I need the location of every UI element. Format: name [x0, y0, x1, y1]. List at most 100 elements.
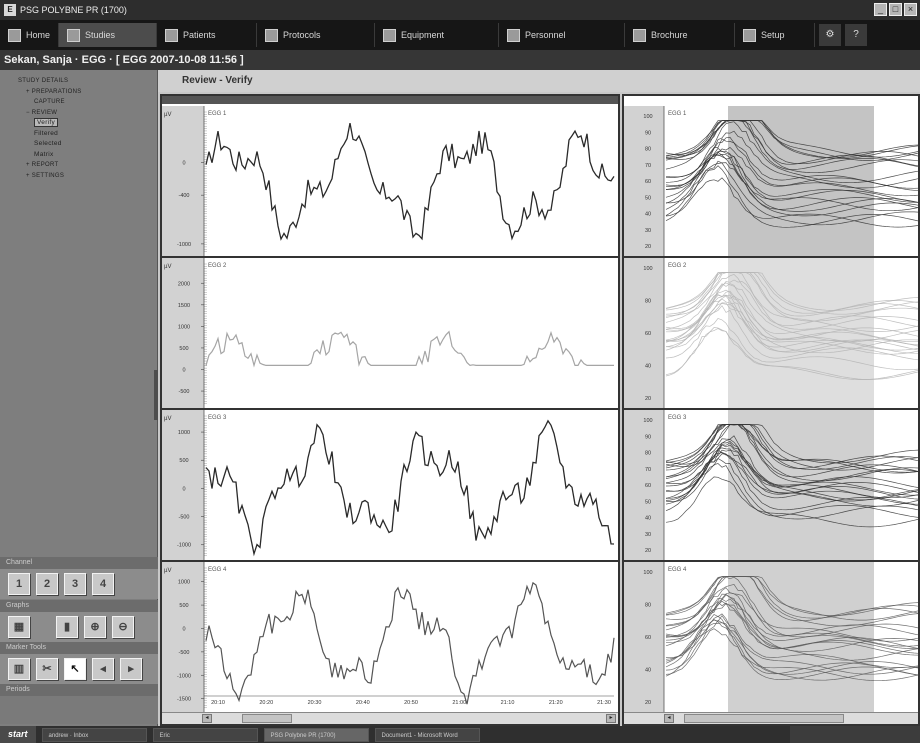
zoom-in-icon[interactable]: ⊕: [84, 616, 106, 638]
signal-traces-plot[interactable]: µV EGG 1 0 -400 -1000 µV EGG 2 2000 1500 1000 500 0…: [162, 96, 618, 724]
y-tick-label: -500: [178, 650, 189, 656]
spectrum-trace: [665, 622, 918, 676]
pointer-icon[interactable]: ↖: [64, 658, 86, 680]
taskbar: start andrew · Inbox Eric PSG Polybne PR…: [0, 726, 920, 743]
menu-personnel[interactable]: Personnel: [499, 23, 626, 47]
menu-patients[interactable]: Patients: [157, 23, 258, 47]
y-tick-label: 1500: [178, 303, 190, 309]
spectrum-trace: [665, 593, 918, 649]
channel-4-button[interactable]: 4: [92, 573, 114, 595]
spectrum-scroll-left-icon[interactable]: ◂: [664, 714, 674, 723]
graph-layout-icon[interactable]: ▦: [8, 616, 30, 638]
taskbar-item[interactable]: andrew · Inbox: [41, 727, 147, 742]
menu-brochure[interactable]: Brochure: [625, 23, 736, 47]
taskbar-item[interactable]: PSG Polybne PR (1700): [263, 727, 369, 742]
tree-study-details[interactable]: STUDY DETAILS: [18, 78, 69, 84]
y-tick-label: 1000: [178, 430, 190, 436]
freq-tick-label: 50: [645, 499, 651, 505]
tree-verify[interactable]: Verify: [18, 118, 157, 129]
taskbar-item[interactable]: Document1 - Microsoft Word: [374, 727, 480, 742]
spectrum-scroll-thumb[interactable]: [684, 714, 844, 723]
tree-capture[interactable]: CAPTURE: [34, 99, 65, 105]
taskbar-item[interactable]: Eric: [152, 727, 258, 742]
tree-matrix[interactable]: Matrix: [34, 150, 54, 158]
marker-cut-icon[interactable]: ✂: [36, 658, 58, 680]
scroll-left-icon[interactable]: ◂: [202, 714, 212, 723]
signal-trace: [205, 122, 615, 241]
periods-label: Periods: [0, 684, 158, 696]
sidebar: STUDY DETAILS + PREPARATIONS CAPTURE − R…: [0, 70, 161, 726]
spectrum-scrollbar[interactable]: ◂: [624, 712, 918, 724]
scroll-right-icon[interactable]: ▸: [606, 714, 616, 723]
channel-name-label: EGG 4: [208, 567, 227, 573]
graphs-label: Graphs: [0, 600, 158, 612]
spectrum-trace: [665, 165, 918, 228]
spectrum-trace: [665, 424, 918, 482]
tree-filtered[interactable]: Filtered: [34, 129, 59, 137]
spectrum-trace: [665, 327, 918, 380]
previous-marker-icon[interactable]: ◂: [92, 658, 114, 680]
tree-settings[interactable]: + SETTINGS: [26, 172, 65, 179]
maximize-button[interactable]: □: [889, 3, 902, 16]
settings-tool-button[interactable]: ⚙: [819, 24, 842, 46]
channel-name-label: EGG 3: [668, 415, 687, 421]
menu-setup[interactable]: Setup: [735, 23, 816, 47]
menu-studies[interactable]: Studies: [59, 23, 158, 47]
spectrum-trace: [665, 619, 918, 680]
spectrum-trace: [665, 576, 918, 622]
menu-equipment[interactable]: Equipment: [375, 23, 500, 47]
marker-tools-section: Marker Tools ▥ ✂ ↖ ◂ ▸: [0, 642, 158, 684]
spectrum-row: EGG 2 100 80 60 40 20: [624, 258, 918, 410]
freq-tick-label: 40: [645, 516, 651, 522]
y-axis-strip: [162, 410, 204, 560]
spectrum-trace: [665, 302, 918, 355]
tree-report[interactable]: + REPORT: [26, 162, 59, 168]
scroll-thumb[interactable]: [242, 714, 292, 723]
running-spectra-plot[interactable]: EGG 1 100 90 80 70 60 50 40 30 20 EGG 2 100 80 60 40 20…: [624, 96, 918, 724]
protocols-icon: [265, 28, 279, 42]
sidebar-collapse-handle[interactable]: [154, 370, 161, 420]
tree-review[interactable]: − REVIEW: [26, 109, 58, 116]
spectrum-y-axis-strip: [624, 106, 664, 256]
marker-tools-label: Marker Tools: [0, 642, 158, 654]
freq-tick-label: 60: [645, 635, 651, 641]
freq-tick-label: 100: [643, 114, 652, 120]
spectrum-trace: [665, 305, 918, 361]
y-tick-label: 1000: [178, 580, 190, 586]
channel-row: µV EGG 3 1000 500 0 -500 -1000: [162, 410, 618, 562]
tree-selected[interactable]: Selected: [34, 140, 62, 147]
spectrum-row: EGG 3 100 90 80 70 60 50 40 30 20: [624, 410, 918, 562]
marker-select-icon[interactable]: ▥: [8, 658, 30, 680]
spectrum-trace: [665, 272, 918, 314]
channel-2-button[interactable]: 2: [36, 573, 58, 595]
close-button[interactable]: ×: [904, 3, 917, 16]
graph-fit-icon[interactable]: ▮: [56, 616, 78, 638]
spectrum-row: EGG 1 100 90 80 70 60 50 40 30 20: [624, 106, 918, 258]
next-marker-icon[interactable]: ▸: [120, 658, 142, 680]
help-button[interactable]: ?: [845, 24, 868, 46]
spectrum-trace: [665, 150, 918, 203]
channel-3-button[interactable]: 3: [64, 573, 86, 595]
signal-trace: [205, 581, 615, 705]
y-tick-label: -500: [178, 515, 189, 521]
channel-name-label: EGG 3: [208, 415, 227, 421]
freq-tick-label: 80: [645, 147, 651, 153]
spectrum-trace: [666, 303, 918, 354]
y-tick-label: -1000: [177, 242, 191, 248]
zoom-out-icon[interactable]: ⊖: [112, 616, 134, 638]
spectrum-trace: [665, 290, 918, 343]
start-button[interactable]: start: [0, 726, 36, 743]
spectrum-trace: [665, 442, 918, 501]
spectrum-trace: [665, 120, 918, 165]
menu-protocols[interactable]: Protocols: [257, 23, 376, 47]
channel-1-button[interactable]: 1: [8, 573, 30, 595]
menu-home[interactable]: Home: [0, 23, 60, 47]
time-scrollbar[interactable]: ◂ ▸: [162, 712, 618, 724]
tree-preparations[interactable]: + PREPARATIONS: [26, 88, 82, 95]
y-tick-label: -500: [178, 389, 189, 395]
freq-tick-label: 20: [645, 700, 651, 706]
spectrum-trace: [665, 317, 918, 371]
minimize-button[interactable]: _: [874, 3, 887, 16]
freq-tick-label: 40: [645, 364, 651, 370]
freq-tick-label: 20: [645, 244, 651, 250]
